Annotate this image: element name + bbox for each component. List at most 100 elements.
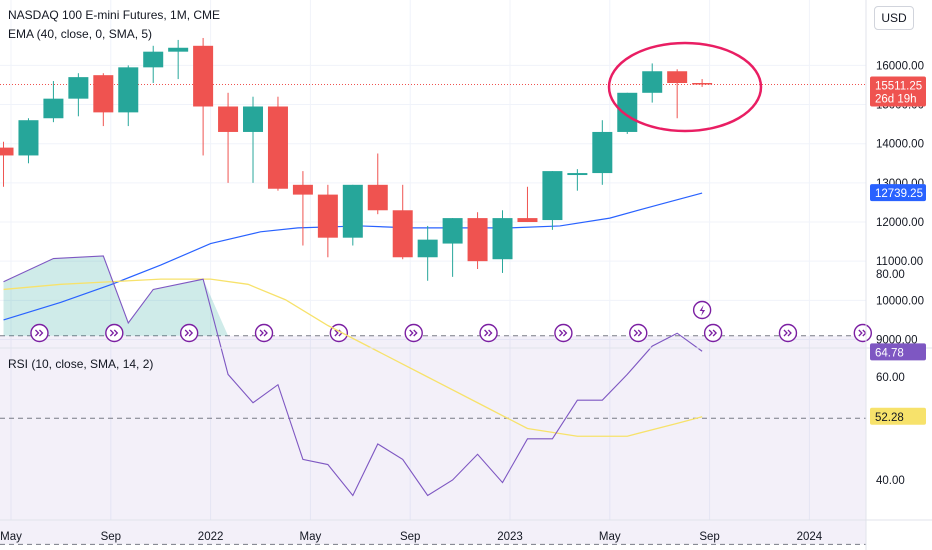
event-marker-circle (554, 323, 573, 343)
candle[interactable] (18, 118, 39, 164)
candle[interactable] (392, 184, 413, 260)
ema-value-badge: 12739.25 (870, 184, 926, 202)
candle-body (68, 77, 89, 99)
event-marker-circle (703, 323, 723, 343)
event-marker-icon[interactable] (853, 323, 873, 343)
candle[interactable] (467, 212, 488, 270)
candle[interactable] (592, 120, 613, 185)
event-marker-arrow (558, 329, 568, 337)
event-marker-icon[interactable] (629, 323, 648, 343)
candle-body (168, 47, 189, 52)
price-tick-label: 11000.00 (876, 256, 923, 268)
candle[interactable] (542, 171, 563, 230)
dividend-lightning-icon[interactable] (692, 300, 712, 320)
candle[interactable] (243, 96, 264, 183)
time-tick-label: May (0, 531, 22, 543)
event-marker-icon[interactable] (554, 323, 573, 343)
rsi-ma-value-badge: 52.28 (870, 407, 926, 425)
candle-body (218, 106, 239, 132)
candle-body (0, 147, 14, 156)
rsi-ma-value-badge-text: 52.28 (875, 412, 904, 424)
event-marker-circle (30, 323, 49, 343)
candle-body (43, 98, 64, 119)
event-marker-icon[interactable] (179, 323, 199, 343)
candle[interactable] (617, 92, 638, 134)
event-marker-arrow (783, 329, 792, 337)
price-tick-label: 16000.00 (876, 60, 924, 72)
candle[interactable] (193, 37, 214, 156)
candle-body (292, 184, 313, 195)
price-tick-label: 14000.00 (876, 139, 924, 151)
event-marker-icon[interactable] (703, 323, 723, 343)
price-tick-label: 10000.00 (876, 295, 924, 307)
event-marker-arrow (109, 329, 119, 337)
candle[interactable] (492, 210, 513, 273)
event-marker-icon[interactable] (105, 323, 124, 343)
candle-body (642, 71, 663, 93)
event-marker-icon[interactable] (479, 323, 498, 343)
candle[interactable] (68, 73, 89, 117)
rsi-tick-label: 80.00 (876, 269, 905, 281)
ema-value-badge-bg (870, 184, 926, 202)
candle[interactable] (143, 45, 164, 84)
candle[interactable] (168, 39, 189, 80)
dividend-bolt (699, 305, 706, 316)
candle[interactable] (218, 92, 239, 183)
event-marker-arrow (708, 329, 718, 337)
rsi-tick-label: 40.00 (876, 475, 905, 487)
candle[interactable] (367, 153, 388, 215)
candle-body (18, 120, 39, 156)
chart-title: NASDAQ 100 E-mini Futures, 1M, CME (8, 8, 221, 22)
time-tick-label: May (599, 531, 621, 543)
candle[interactable] (667, 69, 688, 119)
candle-body (417, 239, 438, 258)
candle-body (592, 131, 613, 174)
rsi-overbought-fill (3, 255, 231, 336)
event-marker-icon[interactable] (404, 323, 423, 343)
ema-legend[interactable]: EMA (40, close, 0, SMA, 5) (8, 27, 153, 41)
event-marker-icon[interactable] (778, 323, 798, 343)
candle[interactable] (442, 218, 463, 277)
candle-body (267, 106, 288, 189)
highlight-circle (607, 41, 763, 133)
candle[interactable] (0, 141, 14, 187)
candle-body (467, 218, 488, 262)
time-tick-label: 2023 (497, 531, 523, 543)
candle[interactable] (517, 186, 538, 223)
candle-body (517, 218, 538, 223)
event-marker-icon[interactable] (329, 323, 349, 343)
candle[interactable] (93, 73, 114, 127)
candle[interactable] (567, 169, 588, 191)
time-tick-label: May (300, 531, 322, 543)
candle[interactable] (417, 225, 438, 281)
event-marker-circle (629, 323, 648, 343)
candle[interactable] (43, 81, 64, 123)
candle-body (567, 173, 588, 176)
candle-body (492, 218, 513, 260)
candle[interactable] (267, 96, 288, 191)
candle[interactable] (292, 171, 313, 246)
candle[interactable] (642, 63, 663, 103)
candle-body (118, 67, 139, 113)
event-marker-icon[interactable] (254, 323, 274, 343)
candle-body (367, 184, 388, 211)
time-tick-label: 2024 (797, 531, 823, 543)
rsi-legend[interactable]: RSI (10, close, SMA, 14, 2) (8, 357, 154, 371)
rsi-line (3, 255, 703, 497)
candle[interactable] (342, 184, 363, 246)
event-marker-circle (254, 323, 274, 343)
currency-button[interactable]: USD (874, 6, 914, 30)
candle-body (392, 210, 413, 258)
candle-body (692, 83, 713, 85)
time-tick-label: Sep (400, 531, 420, 543)
event-marker-arrow (35, 329, 44, 337)
candle[interactable] (118, 65, 139, 127)
candle-body (442, 218, 463, 244)
candle[interactable] (692, 79, 713, 87)
candle[interactable] (317, 184, 338, 258)
rsi-value-badge-text: 64.78 (875, 347, 904, 359)
rsi-value-badge-bg (870, 343, 926, 361)
event-marker-icon[interactable] (30, 323, 49, 343)
rsi-ma-line (3, 278, 703, 437)
